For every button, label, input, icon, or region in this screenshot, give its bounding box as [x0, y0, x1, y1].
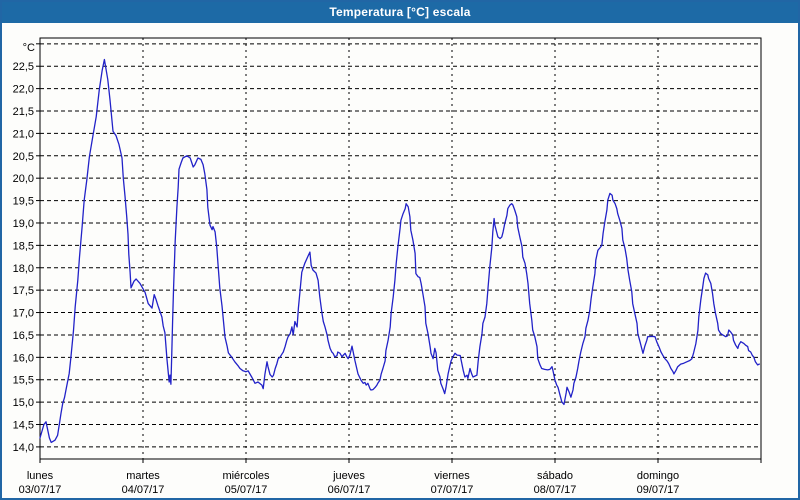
y-axis-label: 22,0: [13, 84, 34, 96]
x-axis-day-label: lunes: [27, 470, 54, 482]
y-axis-label: 21,0: [13, 128, 34, 140]
y-axis-label: 16,0: [13, 352, 34, 364]
x-axis-day-label: domingo: [637, 470, 679, 482]
temperature-line-chart: 14,0 14,5 15,0 15,5 16,0 16,5 17,0 17,5 18,0 18,5…: [13, 37, 762, 496]
y-axis-label: 22,5: [13, 61, 34, 73]
y-axis-label: 17,0: [13, 308, 34, 320]
y-axis-label: 15,0: [13, 397, 34, 409]
y-axis-label: 19,5: [13, 196, 34, 208]
window-titlebar: Temperatura [°C] escala: [2, 2, 798, 23]
y-axis-label: 18,5: [13, 240, 34, 252]
y-axis-label: 20,5: [13, 151, 34, 163]
y-axis-label: 20,0: [13, 173, 34, 185]
plot-frame: [39, 37, 762, 460]
y-axis-label: 16,5: [13, 330, 34, 342]
y-axis-label: 21,5: [13, 106, 34, 118]
x-axis-day-label: sábado: [537, 470, 573, 482]
x-axis-date-label: 09/07/17: [637, 484, 680, 496]
x-axis-date-label: 05/07/17: [225, 484, 268, 496]
window-title: Temperatura [°C] escala: [329, 5, 471, 19]
x-axis-date-label: 04/07/17: [122, 484, 165, 496]
x-axis-date-label: 07/07/17: [431, 484, 474, 496]
y-axis-label: 14,0: [13, 442, 34, 454]
y-axis-label: 15,5: [13, 375, 34, 387]
chart-area: 14,0 14,5 15,0 15,5 16,0 16,5 17,0 17,5 18,0 18,5…: [2, 23, 798, 498]
y-axis-unit-label: °C: [23, 42, 35, 54]
y-axis-label: 14,5: [13, 420, 34, 432]
y-axis-label: 18,0: [13, 263, 34, 275]
x-axis-date-label: 03/07/17: [19, 484, 62, 496]
x-axis-day-label: jueves: [332, 470, 365, 482]
x-axis-day-label: miércoles: [222, 470, 270, 482]
x-axis-day-label: viernes: [434, 470, 470, 482]
y-axis-label: 17,5: [13, 285, 34, 297]
x-axis-day-label: martes: [126, 470, 160, 482]
x-axis-date-label: 08/07/17: [534, 484, 577, 496]
x-axis-date-label: 06/07/17: [328, 484, 371, 496]
temperature-series-line: [39, 58, 760, 444]
y-axis-label: 19,0: [13, 218, 34, 230]
